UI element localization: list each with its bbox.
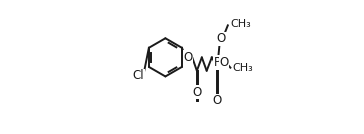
Text: O: O <box>217 32 226 45</box>
Text: O: O <box>219 56 229 69</box>
Text: O: O <box>192 86 202 99</box>
Text: CH₃: CH₃ <box>230 19 251 29</box>
Text: CH₃: CH₃ <box>233 63 253 73</box>
Text: O: O <box>183 51 193 64</box>
Text: O: O <box>212 94 222 107</box>
Text: P: P <box>214 56 221 69</box>
Text: Cl: Cl <box>133 69 145 82</box>
